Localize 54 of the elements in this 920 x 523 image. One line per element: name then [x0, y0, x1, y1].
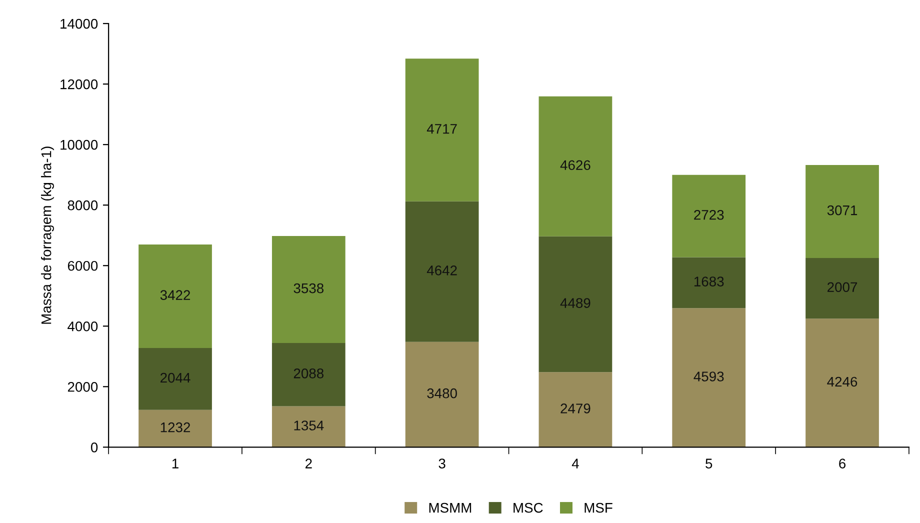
bar [405, 58, 479, 202]
data-label: 1354 [294, 420, 324, 430]
y-tick-label: 0 [90, 442, 98, 452]
x-tick-label: 3 [438, 458, 446, 468]
y-tick-label: 12000 [60, 79, 98, 90]
bar [272, 406, 346, 448]
bar [405, 201, 479, 342]
data-label: 4626 [560, 160, 590, 170]
x-tick-label: 5 [706, 458, 712, 468]
bar [672, 308, 746, 448]
data-label: 4717 [426, 124, 457, 134]
y-tick-label: 14000 [60, 18, 98, 29]
legend-label: MSMM [429, 502, 472, 513]
data-label: 3422 [160, 290, 190, 300]
data-label: 1683 [694, 276, 724, 286]
data-label: 4246 [827, 376, 858, 387]
data-label: 3538 [294, 283, 324, 294]
bar [272, 343, 346, 406]
data-label: 3480 [427, 388, 457, 398]
data-label: 4642 [426, 266, 457, 276]
bar [538, 96, 612, 236]
bar [806, 318, 879, 448]
bar [138, 410, 212, 448]
bar [806, 165, 879, 258]
bar [405, 342, 479, 448]
y-tick-label: 2000 [68, 382, 98, 392]
data-label: 4489 [560, 298, 590, 308]
data-label: 2088 [294, 368, 324, 378]
bar [538, 236, 612, 372]
legend-label: MSF [584, 502, 612, 513]
bar [138, 348, 212, 410]
data-label: 4593 [694, 372, 724, 382]
data-label: 2723 [694, 210, 724, 220]
bar [538, 372, 612, 448]
bar [138, 244, 212, 348]
y-tick-label: 4000 [68, 321, 98, 332]
y-tick-label: 6000 [68, 260, 98, 271]
bar [672, 174, 746, 258]
data-label: 2479 [560, 404, 590, 414]
y-tick-label: 10000 [60, 140, 98, 150]
bar [272, 236, 346, 344]
bar [672, 257, 746, 308]
x-tick-label: 2 [305, 458, 312, 468]
legend-label: MSC [514, 502, 543, 513]
data-label: 2007 [828, 282, 858, 292]
data-label: 3071 [827, 205, 858, 216]
x-tick-label: 4 [572, 458, 579, 468]
y-axis-title: Massa de forragem (kg ha-1) [41, 146, 54, 324]
data-label: 2044 [160, 372, 190, 383]
x-tick-label: 6 [839, 458, 846, 468]
x-tick-label: 1 [172, 458, 178, 468]
y-tick-label: 8000 [68, 200, 98, 210]
bar [806, 258, 879, 319]
data-label: 1232 [160, 422, 190, 432]
